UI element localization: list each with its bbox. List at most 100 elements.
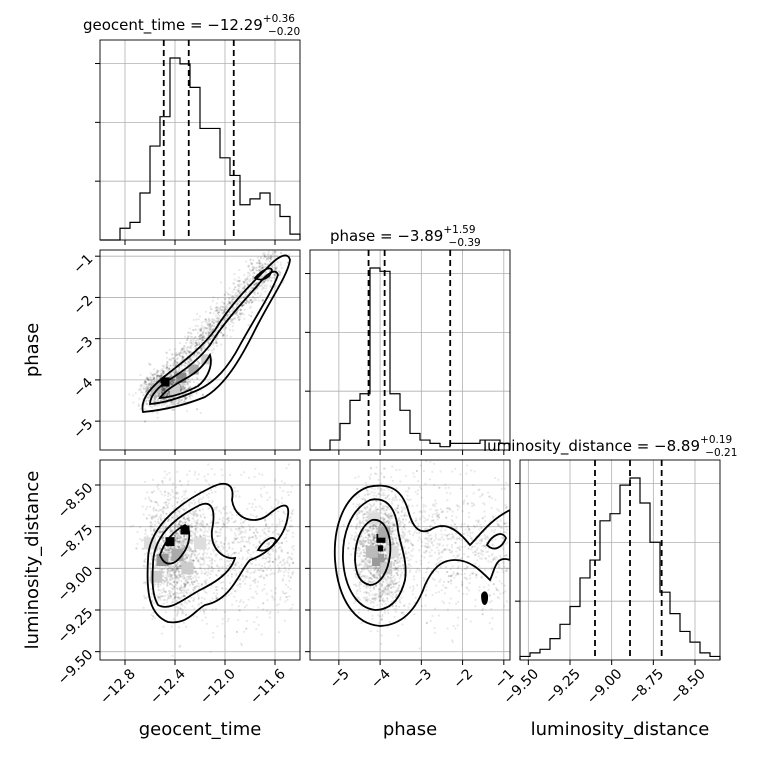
scatter-point — [207, 492, 211, 495]
scatter-point — [162, 536, 165, 539]
scatter-point — [252, 531, 256, 534]
scatter-point — [157, 392, 160, 395]
scatter-point — [223, 310, 226, 314]
scatter-point — [166, 392, 169, 395]
scatter-point — [223, 302, 226, 306]
scatter-point — [249, 306, 252, 310]
scatter-point — [195, 354, 198, 357]
scatter-point — [153, 500, 156, 504]
scatter-point — [268, 616, 272, 619]
scatter-point — [177, 546, 180, 549]
scatter-point — [175, 568, 178, 571]
scatter-point — [174, 359, 177, 362]
scatter-point — [181, 357, 184, 360]
scatter-point — [168, 549, 171, 552]
scatter-point — [215, 553, 218, 556]
scatter-point — [288, 517, 291, 520]
ytick-label-luminosity-distance: −9.25 — [55, 605, 97, 647]
scatter-point — [169, 549, 172, 552]
scatter-point — [224, 512, 228, 515]
scatter-point — [253, 475, 256, 478]
scatter-point — [153, 616, 157, 620]
scatter-point — [215, 317, 218, 320]
scatter-point — [160, 374, 163, 378]
scatter-point — [277, 546, 280, 549]
title-geocent-time: geocent_time = −12.29+0.36 −0.20 — [83, 13, 300, 38]
scatter-point — [173, 379, 176, 382]
scatter-point — [148, 382, 151, 386]
scatter-point — [150, 392, 153, 396]
scatter-point — [229, 511, 232, 514]
scatter-point — [172, 507, 175, 510]
scatter-point — [166, 581, 170, 584]
scatter-point — [179, 565, 182, 568]
scatter-point — [281, 541, 284, 544]
scatter-point — [168, 553, 171, 556]
scatter-point — [166, 570, 169, 574]
scatter-point — [211, 317, 214, 321]
scatter-point — [169, 375, 172, 378]
scatter-point — [258, 262, 261, 265]
scatter-point — [215, 308, 219, 312]
scatter-point — [216, 625, 219, 628]
scatter-point — [288, 564, 291, 568]
scatter-point — [166, 548, 169, 551]
scatter-point — [232, 321, 235, 324]
scatter-point — [201, 330, 204, 333]
scatter-point — [175, 614, 179, 617]
scatter-point — [199, 329, 203, 332]
scatter-point — [174, 595, 177, 598]
scatter-point — [265, 491, 268, 494]
scatter-point — [198, 535, 201, 538]
scatter-point — [236, 294, 239, 297]
scatter-point — [159, 547, 162, 551]
scatter-point — [168, 393, 171, 396]
scatter-point — [248, 280, 251, 283]
scatter-point — [156, 582, 160, 586]
scatter-point — [132, 401, 135, 404]
scatter-point — [184, 601, 187, 604]
scatter-point — [245, 301, 248, 304]
scatter-point — [205, 583, 208, 586]
scatter-point — [209, 539, 212, 542]
scatter-point — [188, 583, 192, 587]
scatter-point — [221, 565, 224, 569]
scatter-point — [162, 599, 165, 602]
scatter-point — [249, 553, 252, 556]
scatter-point — [205, 333, 208, 336]
scatter-point — [208, 324, 212, 327]
scatter-point — [220, 558, 223, 561]
scatter-point — [242, 580, 245, 583]
scatter-point — [289, 525, 292, 528]
scatter-point — [287, 568, 291, 571]
scatter-point — [197, 351, 200, 354]
scatter-point — [163, 388, 166, 392]
scatter-point — [176, 362, 179, 365]
scatter-point — [167, 367, 171, 371]
scatter-point — [169, 383, 172, 386]
scatter-point — [145, 399, 148, 402]
scatter-point — [166, 369, 169, 372]
scatter-point — [151, 478, 155, 481]
scatter-point — [196, 526, 199, 529]
scatter-point — [183, 387, 187, 390]
scatter-point — [203, 531, 206, 534]
scatter-point — [152, 615, 155, 618]
scatter-point — [269, 610, 272, 614]
scatter-point — [190, 542, 193, 545]
scatter-point — [158, 375, 161, 378]
scatter-point — [174, 596, 177, 600]
scatter-point — [177, 545, 180, 548]
scatter-point — [175, 532, 178, 535]
scatter-point — [163, 522, 166, 525]
scatter-point — [163, 388, 166, 392]
scatter-point — [291, 513, 294, 516]
scatter-point — [185, 591, 188, 595]
scatter-point — [206, 473, 210, 476]
scatter-point — [206, 523, 209, 527]
scatter-point — [188, 327, 191, 330]
scatter-point — [197, 582, 200, 585]
scatter-point — [170, 569, 173, 572]
scatter-point — [200, 523, 203, 526]
scatter-point — [209, 521, 212, 525]
